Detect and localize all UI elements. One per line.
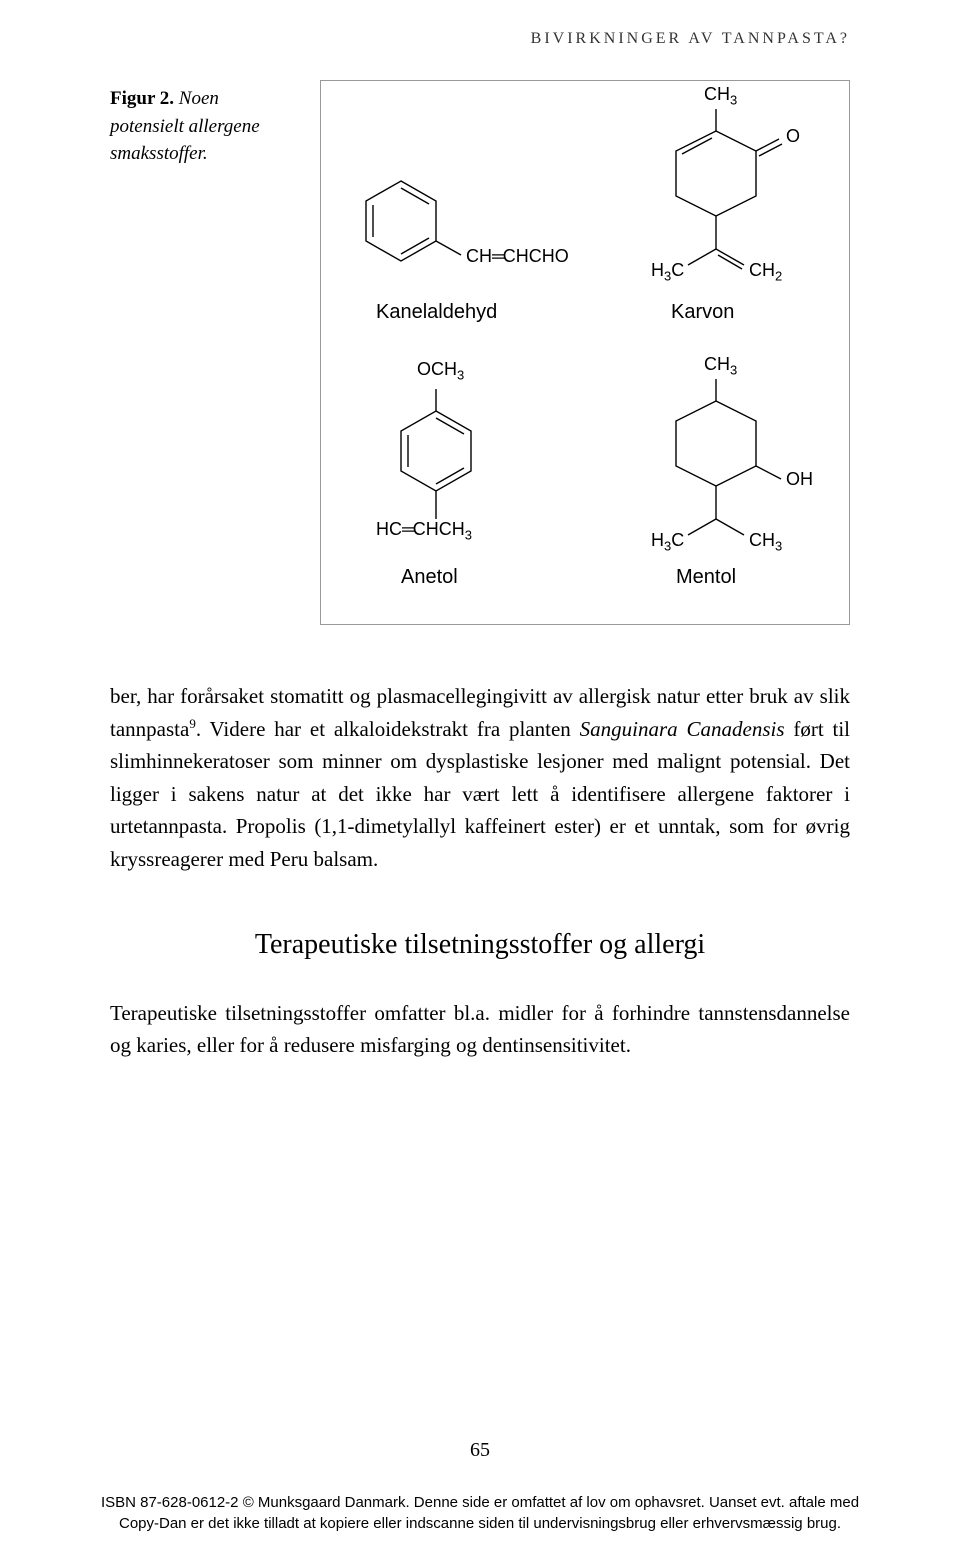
p1-italic: Sanguinara Canadensis: [580, 717, 785, 741]
running-header: BIVIRKNINGER AV TANNPASTA?: [110, 30, 850, 48]
section-heading: Terapeutiske tilsetningsstoffer og aller…: [110, 923, 850, 966]
paragraph-1: ber, har forårsaket stomatitt og plasmac…: [110, 680, 850, 875]
karvon-ch3-top: CH3: [704, 84, 737, 108]
body-text: ber, har forårsaket stomatitt og plasmac…: [110, 680, 850, 1062]
mentol-name: Mentol: [676, 566, 736, 589]
kanelaldehyd-name: Kanelaldehyd: [376, 301, 497, 324]
mentol-ch3-top: CH3: [704, 354, 737, 378]
mentol-h3c: H3C: [651, 530, 684, 554]
karvon-name: Karvon: [671, 301, 734, 324]
kanelaldehyd-side-label: CH═CHCHO: [466, 246, 569, 267]
footer-line-1: ISBN 87-628-0612-2 © Munksgaard Danmark.…: [0, 1492, 960, 1513]
karvon-h3c: H3C: [651, 260, 684, 284]
anetol-side-label: HC═CHCH3: [376, 519, 472, 543]
mentol-ch3-right: CH3: [749, 530, 782, 554]
karvon-ch2: CH2: [749, 260, 782, 284]
anetol-och3: OCH3: [417, 359, 464, 383]
karvon-o: O: [786, 126, 800, 147]
anetol-name: Anetol: [401, 566, 458, 589]
figure-caption: Figur 2. Noen potensielt allergene smaks…: [110, 85, 290, 168]
p1-b: . Videre har et alkaloidekstrakt fra pla…: [196, 717, 580, 741]
page-number: 65: [0, 1439, 960, 1462]
figure-box: CH═CHCHO Kanelaldehyd CH3 O H3C CH2 Karv…: [320, 80, 850, 625]
footer-copyright: ISBN 87-628-0612-2 © Munksgaard Danmark.…: [0, 1492, 960, 1534]
footer-line-2: Copy-Dan er det ikke tilladt at kopiere …: [0, 1513, 960, 1534]
mentol-oh: OH: [786, 469, 813, 490]
figure-label: Figur 2.: [110, 88, 174, 109]
paragraph-2: Terapeutiske tilsetningsstoffer omfatter…: [110, 997, 850, 1062]
